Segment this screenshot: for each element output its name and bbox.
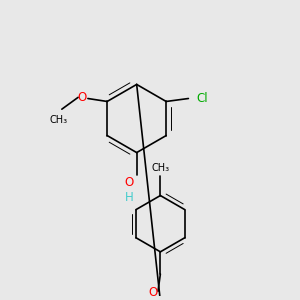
Text: O: O [148, 286, 157, 299]
Text: CH₃: CH₃ [50, 115, 68, 124]
Text: O: O [124, 176, 134, 189]
Text: Cl: Cl [197, 92, 208, 105]
Text: O: O [77, 91, 87, 103]
Text: H: H [125, 191, 134, 204]
Text: CH₃: CH₃ [151, 163, 169, 173]
